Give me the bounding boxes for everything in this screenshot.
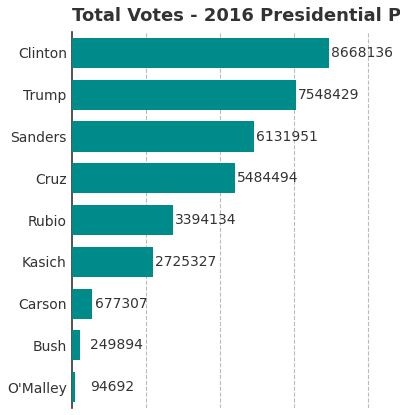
- Bar: [72, 38, 329, 68]
- Text: 7548429: 7548429: [298, 88, 359, 102]
- Bar: [72, 163, 234, 193]
- Text: 677307: 677307: [95, 297, 147, 310]
- Bar: [72, 372, 75, 402]
- Text: 3394134: 3394134: [175, 213, 236, 227]
- Text: 6131951: 6131951: [256, 129, 318, 144]
- Bar: [72, 247, 153, 277]
- Text: 94692: 94692: [90, 380, 134, 394]
- Bar: [72, 80, 296, 110]
- Bar: [72, 330, 80, 361]
- Bar: [72, 288, 92, 319]
- Text: 2725327: 2725327: [155, 255, 216, 269]
- Text: 249894: 249894: [90, 338, 143, 352]
- Bar: [72, 122, 254, 151]
- Bar: [72, 205, 173, 235]
- Text: 8668136: 8668136: [331, 46, 393, 60]
- Text: Total Votes - 2016 Presidential Primary: Total Votes - 2016 Presidential Primary: [72, 7, 400, 25]
- Text: 5484494: 5484494: [237, 171, 298, 185]
